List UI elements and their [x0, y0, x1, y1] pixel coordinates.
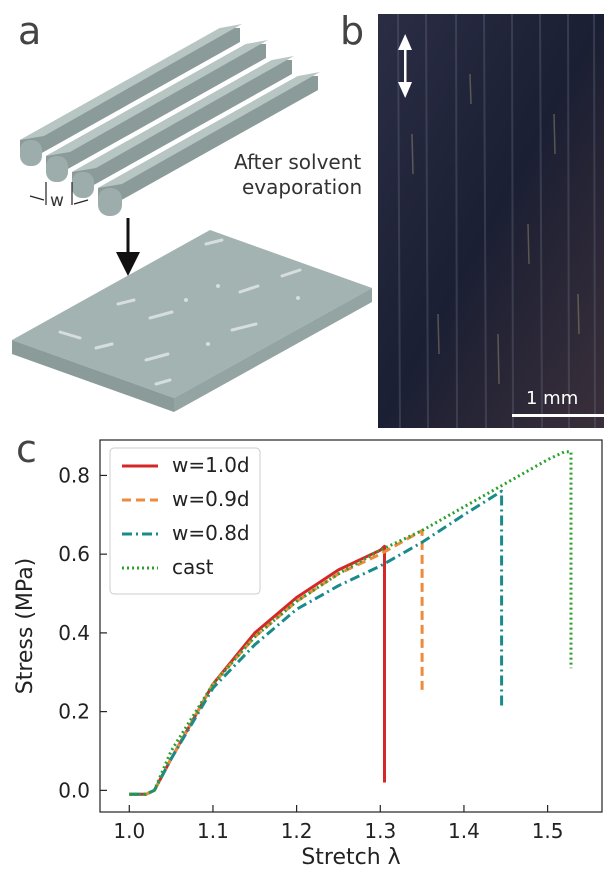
micrograph-image: 1 mm	[378, 14, 604, 428]
filament-2	[46, 40, 268, 182]
panel-a-label: a	[18, 9, 42, 53]
filament-4	[98, 72, 320, 216]
x-tick-label: 1.3	[364, 819, 396, 843]
plot-frame	[99, 439, 603, 813]
panel-c-chart: c 1.0 1.1 1.2 1.3 1.4 1.5 0.0 0.2 0.4 0.6 0.8 Stret…	[0, 430, 604, 870]
x-tick-label: 1.1	[197, 819, 229, 843]
width-label: w	[50, 191, 64, 211]
y-tick-label: 0.4	[58, 621, 90, 645]
width-indicator	[29, 182, 89, 205]
legend-label-0: w=1.0d	[172, 453, 250, 477]
micrograph-texture	[378, 14, 604, 428]
cast-film	[12, 230, 372, 412]
annotation-after-solvent: After solvent evaporation	[234, 150, 362, 200]
legend-label-3: cast	[172, 555, 214, 579]
panel-c-label: c	[16, 427, 37, 471]
process-arrow	[116, 218, 140, 276]
legend-box	[109, 447, 261, 595]
scale-bar	[512, 414, 604, 417]
y-tick-label: 0.0	[58, 778, 90, 802]
filament-1	[20, 24, 242, 166]
x-tick-label: 1.2	[281, 819, 313, 843]
x-tick-label: 1.0	[113, 819, 145, 843]
double-arrow-icon	[398, 34, 412, 98]
y-tick-label: 0.2	[58, 700, 90, 724]
legend-label-1: w=0.9d	[172, 487, 250, 511]
y-axis-label: Stress (MPa)	[13, 558, 38, 695]
annotation-line-1: After solvent	[234, 150, 362, 174]
scale-bar-label: 1 mm	[526, 388, 579, 409]
filament-3	[72, 56, 294, 198]
annotation-line-2: evaporation	[242, 175, 363, 199]
y-tick-label: 0.8	[58, 463, 90, 487]
printing-schematic: w	[12, 24, 372, 412]
x-axis-label: Stretch λ	[301, 845, 400, 870]
legend-label-2: w=0.8d	[172, 521, 250, 545]
printed-filaments	[20, 24, 320, 216]
x-tick-label: 1.5	[532, 819, 564, 843]
panel-a-schematic: a	[0, 0, 380, 430]
x-tick-label: 1.4	[448, 819, 480, 843]
y-tick-label: 0.6	[58, 542, 90, 566]
stress-stretch-chart: 1.0 1.1 1.2 1.3 1.4 1.5 0.0 0.2 0.4 0.6 0.8 Stretch…	[13, 439, 603, 870]
panel-b-label: b	[340, 9, 365, 53]
